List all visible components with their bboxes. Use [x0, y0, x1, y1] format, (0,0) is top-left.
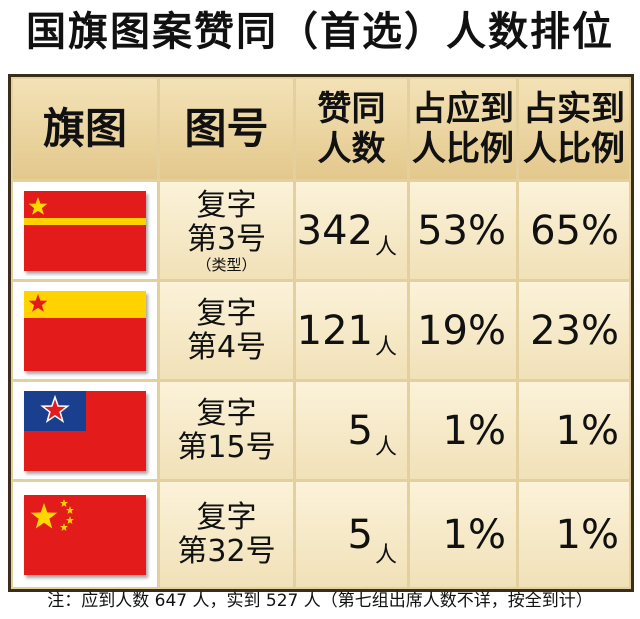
pct-expected-value: 1%	[442, 407, 506, 454]
header-design-no: 图号	[160, 79, 293, 179]
table-row-4-flag-cell	[13, 482, 157, 587]
header-pct-actual-line2: 人比例	[523, 129, 625, 169]
table-row-1-flag-cell	[13, 182, 157, 279]
table-row-4-design-cell: 复字 第32号	[160, 482, 293, 587]
header-pct-expected-line2: 人比例	[412, 129, 514, 169]
ranking-table: 旗图 图号 赞同 人数 占应到 人比例 占实到 人比例 复字 第3号 （类型） …	[8, 74, 634, 592]
table-row-2-flag-cell	[13, 282, 157, 379]
design-line1: 复字	[196, 295, 257, 331]
table-row-2-votes-cell: 121 人	[296, 282, 407, 379]
pct-expected-value: 53%	[417, 207, 506, 254]
design-line2: 第4号	[186, 329, 267, 365]
table-row-4-pct-expected-cell: 1%	[410, 482, 516, 587]
pct-expected-value: 19%	[417, 307, 506, 354]
table-row-1-votes-cell: 342 人	[296, 182, 407, 279]
votes-value: 5	[347, 511, 373, 558]
design-line2: 第15号	[177, 429, 276, 465]
flag-fuzi-4-icon	[24, 290, 146, 371]
header-pct-actual-line1: 占实到	[523, 89, 625, 129]
design-line1: 复字	[196, 187, 257, 223]
design-note: （类型）	[196, 255, 257, 274]
table-row-1-pct-actual-cell: 65%	[519, 182, 629, 279]
header-pct-expected-line1: 占应到	[412, 89, 514, 129]
header-votes: 赞同 人数	[296, 79, 407, 179]
flag-fuzi-15-icon	[24, 390, 146, 471]
votes-value: 5	[347, 407, 373, 454]
design-line1: 复字	[196, 499, 257, 535]
votes-unit: 人	[374, 435, 397, 460]
pct-actual-value: 1%	[555, 511, 619, 558]
table-row-1-design-cell: 复字 第3号 （类型）	[160, 182, 293, 279]
flag-fuzi-3-icon	[24, 190, 146, 271]
header-design-no-label: 图号	[184, 104, 269, 153]
table-row-4-pct-actual-cell: 1%	[519, 482, 629, 587]
header-pct-actual: 占实到 人比例	[519, 79, 629, 179]
table-row-2-pct-expected-cell: 19%	[410, 282, 516, 379]
header-flag-label: 旗图	[42, 104, 127, 153]
votes-unit: 人	[374, 543, 397, 568]
table-row-3-pct-expected-cell: 1%	[410, 382, 516, 479]
votes-unit: 人	[374, 235, 397, 260]
footnote: 注：应到人数 647 人，实到 527 人（第七组出席人数不详，按全到计）	[47, 591, 593, 611]
table-row-2-design-cell: 复字 第4号	[160, 282, 293, 379]
pct-expected-value: 1%	[442, 511, 506, 558]
votes-unit: 人	[374, 335, 397, 360]
design-line2: 第3号	[186, 221, 267, 257]
flag-fuzi-32-icon	[24, 494, 146, 575]
design-line1: 复字	[196, 395, 257, 431]
table-row-3-pct-actual-cell: 1%	[519, 382, 629, 479]
table-row-1-pct-expected-cell: 53%	[410, 182, 516, 279]
pct-actual-value: 65%	[530, 207, 619, 254]
header-flag: 旗图	[13, 79, 157, 179]
design-line2: 第32号	[177, 533, 276, 569]
table-row-3-design-cell: 复字 第15号	[160, 382, 293, 479]
header-votes-line1: 赞同	[317, 89, 386, 129]
table-row-2-pct-actual-cell: 23%	[519, 282, 629, 379]
pct-actual-value: 1%	[555, 407, 619, 454]
page-title: 国旗图案赞同（首选）人数排位	[26, 9, 614, 55]
header-pct-expected: 占应到 人比例	[410, 79, 516, 179]
votes-value: 342	[296, 207, 373, 254]
header-votes-line2: 人数	[317, 129, 386, 169]
votes-value: 121	[296, 307, 373, 354]
pct-actual-value: 23%	[530, 307, 619, 354]
table-row-3-flag-cell	[13, 382, 157, 479]
